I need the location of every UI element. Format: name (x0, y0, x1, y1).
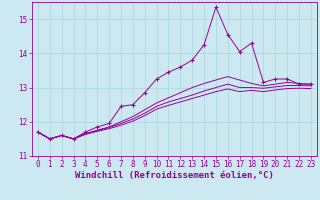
X-axis label: Windchill (Refroidissement éolien,°C): Windchill (Refroidissement éolien,°C) (75, 171, 274, 180)
